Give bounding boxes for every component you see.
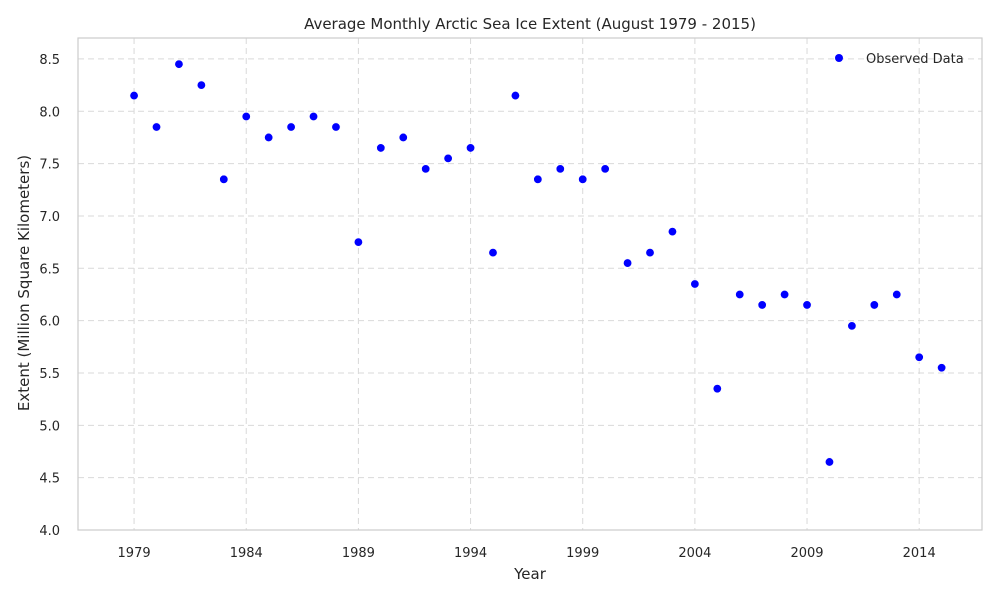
- data-points-layer: [129, 59, 947, 467]
- data-point: [623, 258, 633, 268]
- data-point: [937, 363, 947, 373]
- y-tick-label: 5.5: [39, 367, 60, 382]
- x-tick-label: 1984: [230, 546, 263, 561]
- data-point: [847, 321, 857, 331]
- legend: Observed Data: [835, 52, 964, 67]
- y-tick-label: 8.0: [39, 105, 60, 120]
- data-point: [129, 91, 139, 101]
- data-point: [757, 300, 767, 310]
- data-point: [869, 300, 879, 310]
- chart-title: Average Monthly Arctic Sea Ice Extent (A…: [304, 15, 756, 33]
- y-tick-label: 4.0: [39, 524, 60, 539]
- x-tick-label: 1989: [342, 546, 375, 561]
- y-tick-label: 7.5: [39, 158, 60, 173]
- legend-marker: [835, 54, 843, 62]
- data-point: [914, 352, 924, 362]
- x-tick-label: 2009: [790, 546, 823, 561]
- data-point: [264, 132, 274, 142]
- data-point: [510, 91, 520, 101]
- x-axis-label: Year: [513, 565, 547, 583]
- data-point: [780, 289, 790, 299]
- data-point: [196, 80, 206, 90]
- data-point: [219, 174, 229, 184]
- y-tick-label: 5.0: [39, 419, 60, 434]
- data-point: [353, 237, 363, 247]
- grid-layer: [78, 38, 982, 531]
- x-tick-label: 1979: [118, 546, 151, 561]
- data-point: [600, 164, 610, 174]
- y-tick-label: 6.5: [39, 262, 60, 277]
- data-point: [174, 59, 184, 69]
- x-axis-ticks: 1979 1984 1989 1994 1999 2004 2009 2014: [118, 546, 936, 561]
- data-point: [241, 112, 251, 122]
- data-point: [892, 289, 902, 299]
- y-tick-label: 4.5: [39, 472, 60, 487]
- data-point: [555, 164, 565, 174]
- x-tick-label: 1999: [566, 546, 599, 561]
- x-tick-label: 2004: [678, 546, 711, 561]
- data-point: [690, 279, 700, 289]
- data-point: [712, 384, 722, 394]
- legend-label: Observed Data: [866, 52, 964, 67]
- data-point: [421, 164, 431, 174]
- plot-frame: [77, 37, 983, 531]
- data-point: [286, 122, 296, 132]
- y-tick-label: 7.0: [39, 210, 60, 225]
- data-point: [331, 122, 341, 132]
- data-point: [824, 457, 834, 467]
- data-point: [533, 174, 543, 184]
- data-point: [376, 143, 386, 153]
- data-point: [667, 227, 677, 237]
- x-tick-label: 1994: [454, 546, 487, 561]
- data-point: [443, 153, 453, 163]
- data-point: [398, 132, 408, 142]
- data-point: [645, 248, 655, 258]
- data-point: [488, 248, 498, 258]
- data-point: [152, 122, 162, 132]
- y-tick-label: 8.5: [39, 53, 60, 68]
- y-tick-label: 6.0: [39, 315, 60, 330]
- y-axis-ticks: 4.0 4.5 5.0 5.5 6.0 6.5 7.0 7.5 8.0 8.5: [39, 53, 60, 539]
- x-tick-label: 2014: [903, 546, 936, 561]
- data-point: [802, 300, 812, 310]
- data-point: [578, 174, 588, 184]
- data-point: [466, 143, 476, 153]
- data-point: [735, 289, 745, 299]
- data-point: [309, 112, 319, 122]
- y-axis-label: Extent (Million Square Kilometers): [15, 155, 33, 411]
